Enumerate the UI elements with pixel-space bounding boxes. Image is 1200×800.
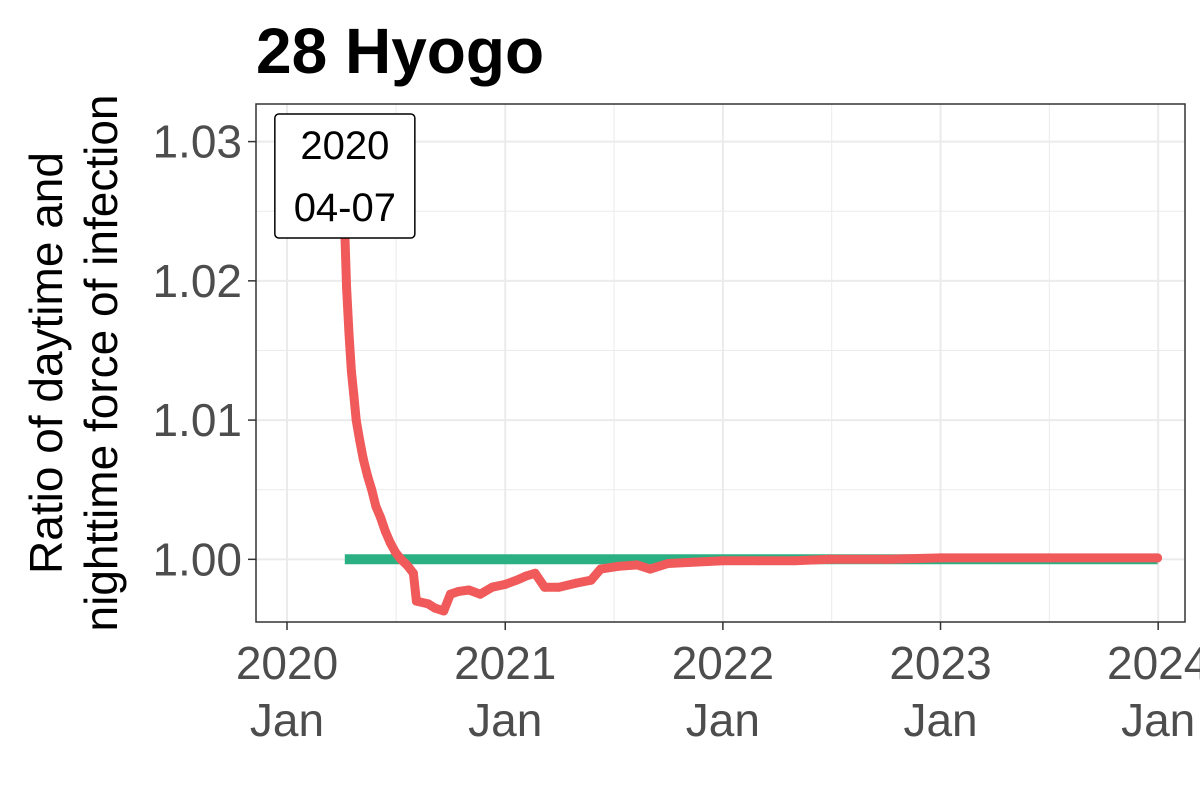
chart-title: 28 Hyogo bbox=[256, 15, 544, 87]
ratio-point bbox=[753, 556, 763, 566]
ratio-point bbox=[572, 578, 582, 588]
ratio-point bbox=[385, 538, 395, 548]
x-tick-label-year: 2024 bbox=[1107, 637, 1200, 689]
ratio-point bbox=[351, 415, 361, 425]
y-tick-label: 1.02 bbox=[152, 255, 242, 307]
ratio-point bbox=[355, 436, 365, 446]
ratio-point bbox=[396, 554, 406, 564]
ratio-point bbox=[346, 366, 356, 376]
ratio-point bbox=[614, 561, 623, 571]
annotation-box bbox=[274, 113, 416, 239]
ratio-point bbox=[663, 559, 673, 568]
ratio-point bbox=[371, 501, 381, 511]
x-tick-label-year: 2023 bbox=[889, 637, 991, 689]
x-tick-label-month: Jan bbox=[686, 694, 760, 746]
ratio-point bbox=[554, 582, 564, 592]
ratio-point bbox=[586, 575, 596, 585]
annotation-year: 2020 bbox=[300, 124, 389, 168]
ratio-point bbox=[408, 568, 418, 578]
y-tick-label: 1.03 bbox=[152, 116, 242, 168]
ratio-point bbox=[363, 471, 372, 481]
x-tick-label-month: Jan bbox=[250, 694, 324, 746]
x-tick-label-year: 2021 bbox=[454, 637, 556, 689]
ratio-point bbox=[358, 454, 368, 464]
y-tick-label: 1.00 bbox=[152, 533, 242, 585]
ratio-point bbox=[411, 596, 421, 606]
ratio-point bbox=[349, 390, 359, 400]
plot-panel: 2020 04-07 bbox=[248, 103, 1186, 630]
ratio-point bbox=[881, 554, 891, 564]
ratio-point bbox=[936, 553, 945, 563]
ratio-point bbox=[376, 513, 386, 523]
y-tick-label: 1.01 bbox=[152, 394, 242, 446]
ratio-point bbox=[423, 599, 433, 609]
annotation-date: 04-07 bbox=[294, 186, 396, 230]
ratio-point bbox=[645, 564, 655, 574]
ratio-point bbox=[1044, 553, 1053, 563]
ratio-point bbox=[487, 582, 497, 592]
ratio-point bbox=[596, 564, 606, 574]
ratio-point bbox=[342, 283, 352, 293]
ratio-point bbox=[380, 527, 390, 536]
x-tick-label-year: 2022 bbox=[672, 637, 774, 689]
x-tick-label-year: 2020 bbox=[236, 637, 338, 689]
ratio-point bbox=[367, 485, 377, 495]
ratio-point bbox=[690, 557, 700, 567]
ratio-point bbox=[512, 575, 522, 585]
ratio-point bbox=[789, 556, 799, 566]
ratio-point bbox=[430, 603, 440, 613]
ratio-point bbox=[445, 589, 455, 599]
ratio-point bbox=[540, 582, 550, 592]
ratio-point bbox=[718, 556, 728, 566]
ratio-point bbox=[521, 571, 531, 581]
ratio-point bbox=[402, 560, 412, 570]
y-axis-title-line-2: nighttime force of infection bbox=[75, 95, 127, 632]
ratio-point bbox=[500, 579, 510, 589]
y-axis-title-line-1: Ratio of daytime and bbox=[20, 152, 72, 574]
ratio-point bbox=[826, 554, 836, 564]
ratio-point bbox=[439, 606, 449, 616]
ratio-point bbox=[632, 560, 642, 570]
panel-border bbox=[255, 103, 1186, 623]
x-tick-label-month: Jan bbox=[1121, 694, 1195, 746]
ratio-point bbox=[475, 589, 485, 599]
ratio-point bbox=[530, 568, 540, 578]
ratio-point bbox=[1153, 553, 1163, 563]
ratio-point bbox=[454, 586, 464, 596]
x-tick-label-month: Jan bbox=[903, 694, 977, 746]
x-tick-label-month: Jan bbox=[468, 694, 542, 746]
ratio-point bbox=[344, 329, 354, 339]
ratio-point bbox=[464, 585, 474, 595]
ratio-point bbox=[391, 547, 400, 557]
y-axis-title: Ratio of daytime and nighttime force of … bbox=[20, 95, 127, 632]
ratio-point bbox=[1098, 553, 1108, 563]
ratio-point bbox=[989, 553, 999, 563]
